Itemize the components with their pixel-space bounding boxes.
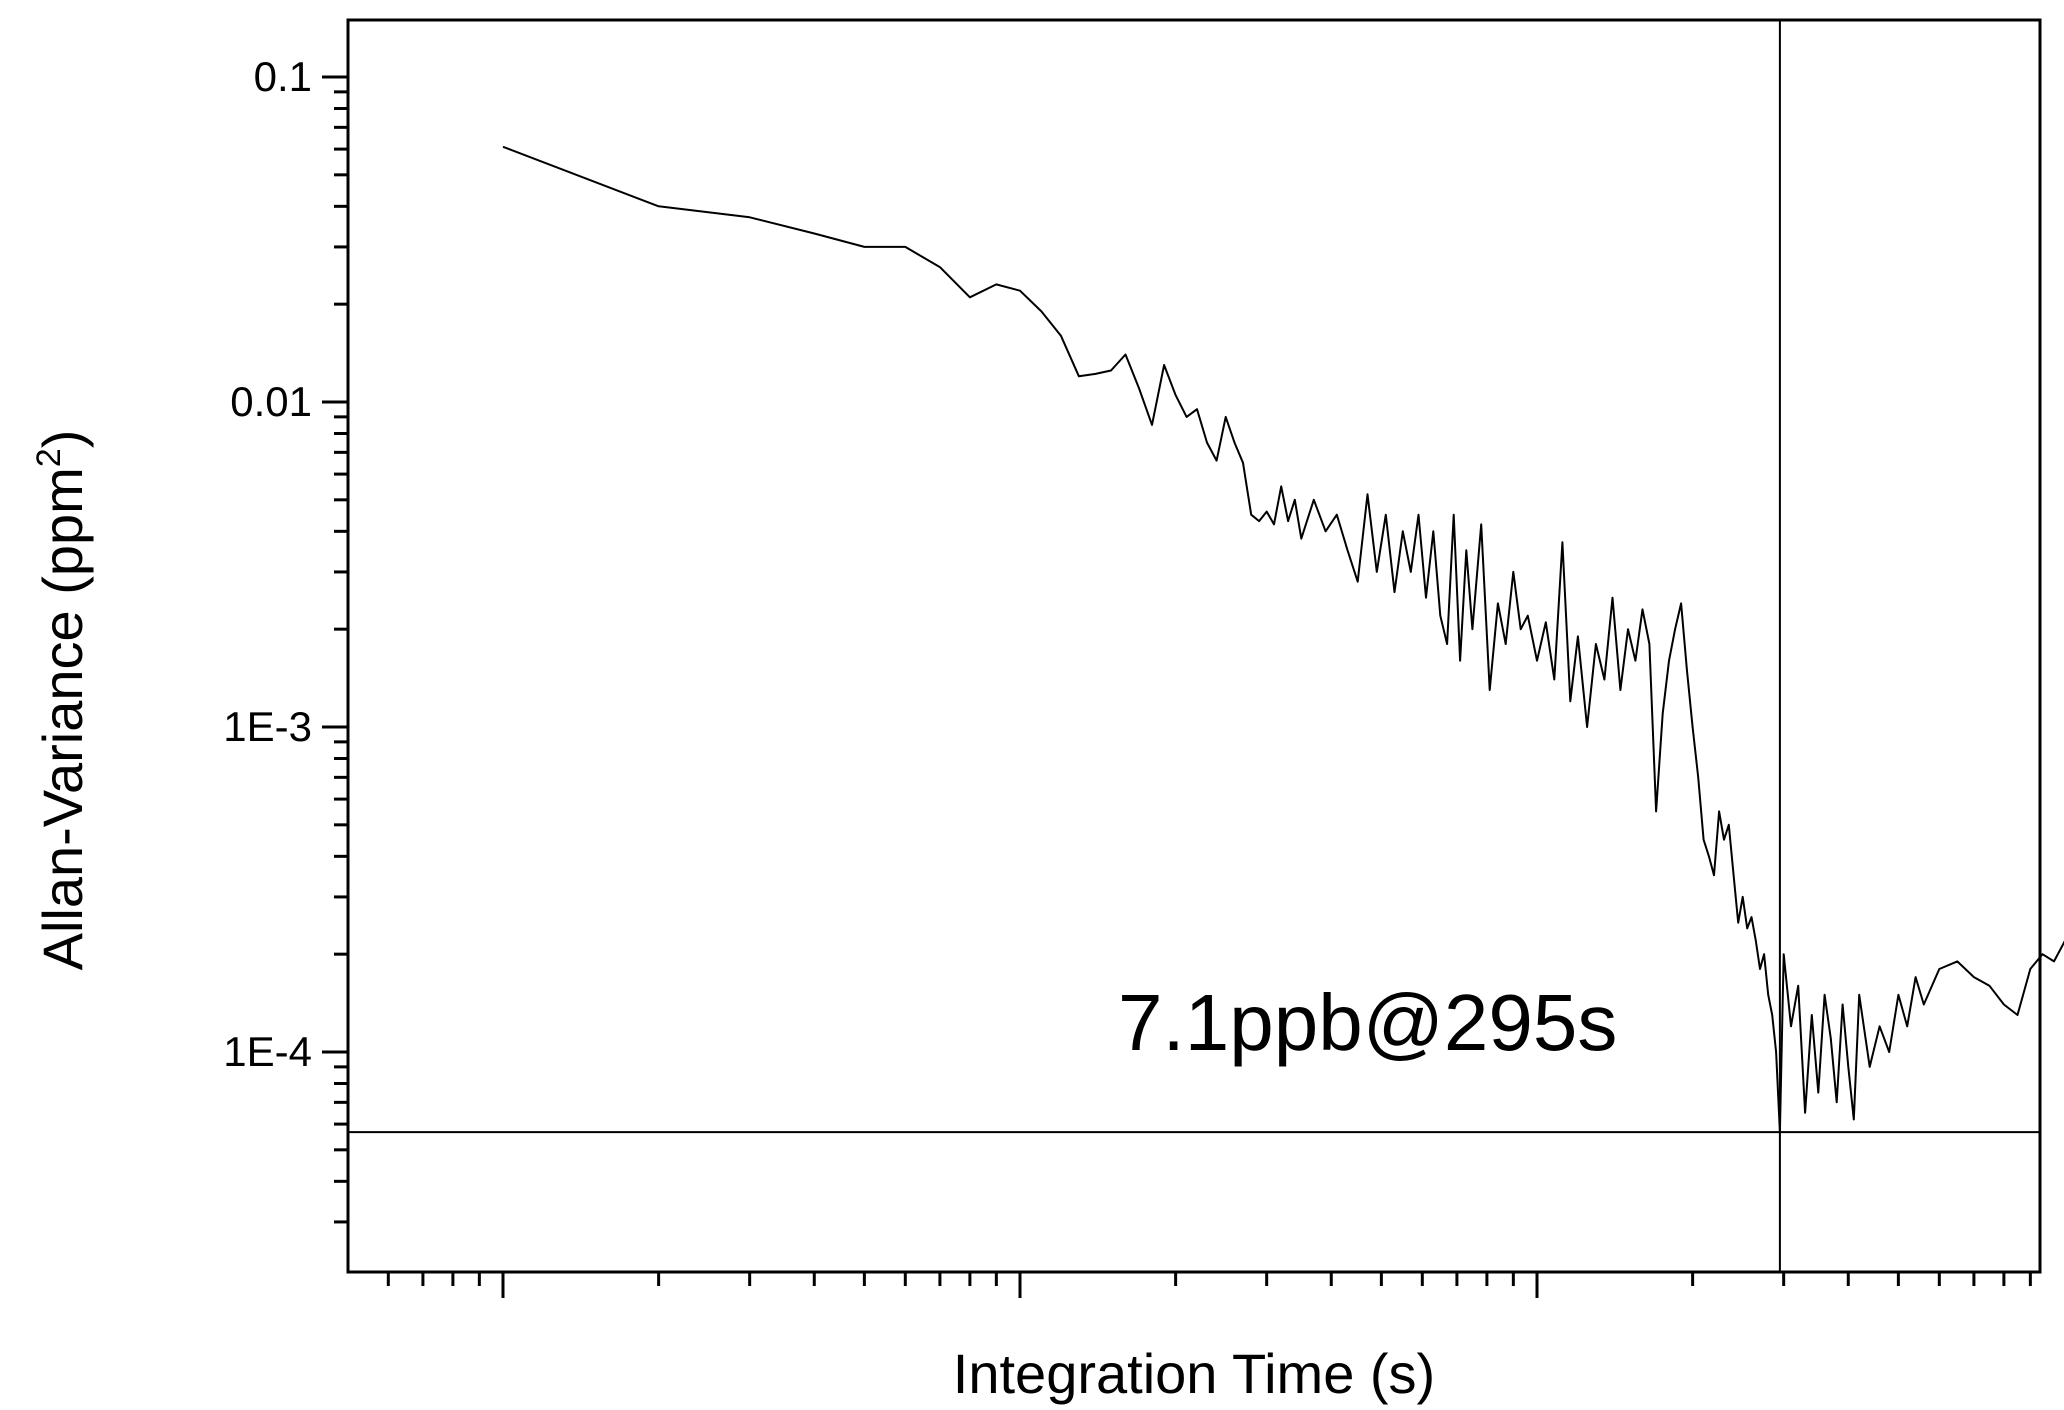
plot-frame [346, 18, 2042, 1274]
y-tick-label: 1E-4 [223, 1028, 312, 1075]
y-axis-label-superscript: 2 [30, 448, 68, 467]
annotation-label: 7.1ppb@295s [1118, 978, 1617, 1067]
x-axis-label: Integration Time (s) [953, 1342, 1435, 1405]
y-tick-label: 0.1 [254, 53, 312, 100]
y-tick-label: 1E-3 [223, 703, 312, 750]
x-axis-ticks [386, 1272, 2032, 1298]
y-axis-label: Allan-Variance (ppm2) [30, 430, 94, 971]
y-axis-ticks [322, 75, 348, 1224]
y-axis-tick-labels: 0.1 0.01 1E-3 1E-4 [223, 53, 312, 1075]
y-tick-label: 0.01 [230, 378, 312, 425]
y-axis-label-close: ) [31, 430, 94, 449]
series-line [502, 145, 2064, 1134]
y-axis-label-main: Allan-Variance (ppm [31, 467, 94, 970]
